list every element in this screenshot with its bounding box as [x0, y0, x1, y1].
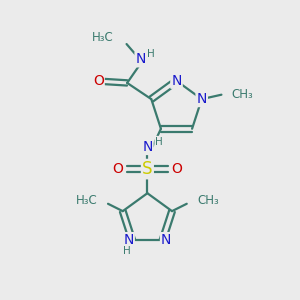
Text: H: H [147, 50, 155, 59]
Text: N: N [161, 233, 171, 247]
Text: N: N [196, 92, 207, 106]
Text: O: O [93, 74, 104, 88]
Text: H: H [155, 137, 163, 147]
Text: N: N [136, 52, 146, 66]
Text: H₃C: H₃C [92, 31, 113, 44]
Text: H: H [123, 246, 131, 256]
Text: CH₃: CH₃ [197, 194, 219, 207]
Text: H₃C: H₃C [76, 194, 98, 207]
Text: N: N [142, 140, 153, 154]
Text: N: N [123, 233, 134, 247]
Text: S: S [142, 160, 153, 178]
Text: N: N [171, 74, 182, 88]
Text: O: O [112, 162, 123, 176]
Text: CH₃: CH₃ [231, 88, 253, 101]
Text: O: O [171, 162, 182, 176]
